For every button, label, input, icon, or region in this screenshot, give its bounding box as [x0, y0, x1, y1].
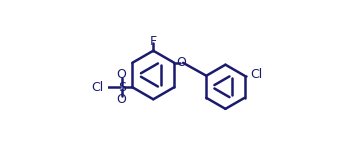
- Text: S: S: [118, 81, 126, 94]
- Text: O: O: [117, 68, 127, 81]
- Text: O: O: [117, 93, 127, 106]
- Text: F: F: [150, 35, 157, 48]
- Text: Cl: Cl: [92, 81, 104, 94]
- Text: O: O: [177, 56, 186, 69]
- Text: Cl: Cl: [250, 69, 262, 81]
